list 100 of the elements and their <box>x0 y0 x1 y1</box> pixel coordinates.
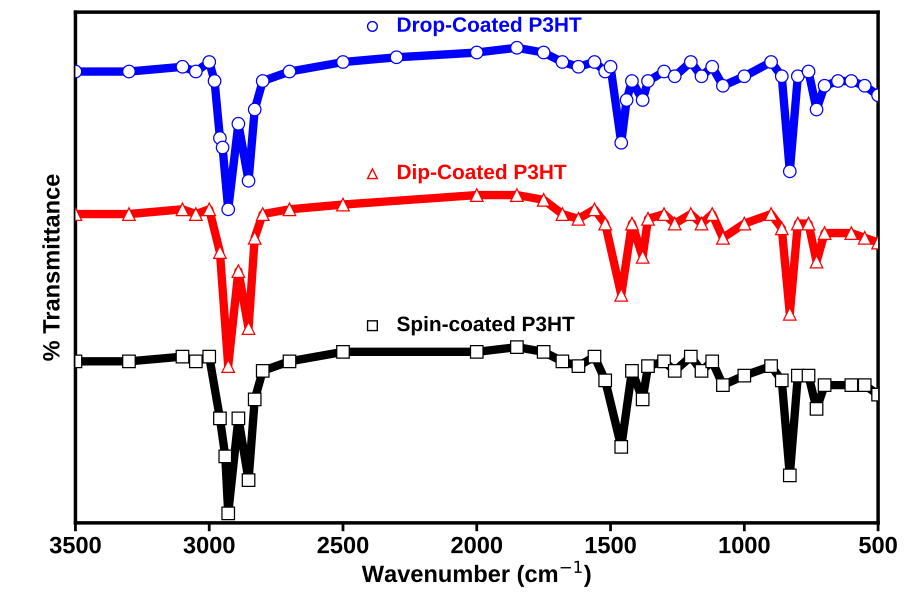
point <box>282 354 296 368</box>
point <box>556 354 570 368</box>
point <box>737 216 752 230</box>
point <box>536 192 551 207</box>
point <box>232 264 246 278</box>
point <box>764 359 778 373</box>
point <box>176 350 190 364</box>
point <box>802 368 816 382</box>
point <box>818 78 832 93</box>
point <box>510 40 524 55</box>
point <box>694 216 708 230</box>
point <box>668 364 682 378</box>
legend-label: Dip-Coated P3HT <box>398 164 566 184</box>
x-tick-label: 1500 <box>586 536 636 554</box>
point <box>536 46 551 60</box>
point <box>202 350 216 364</box>
x-tick-label: 3000 <box>184 536 235 554</box>
point <box>764 55 778 69</box>
point <box>218 449 232 464</box>
point <box>122 207 136 221</box>
x-axis-title: Wavenumber (cm$^{−1}$) <box>362 560 591 587</box>
point <box>242 174 256 188</box>
point <box>202 202 216 216</box>
point <box>657 354 671 368</box>
point <box>572 212 586 226</box>
point <box>470 46 484 60</box>
point <box>588 350 602 364</box>
point <box>684 207 698 221</box>
point <box>188 64 203 78</box>
point <box>556 207 570 221</box>
point <box>810 402 824 416</box>
point <box>716 78 730 93</box>
point <box>657 64 671 78</box>
point <box>641 212 655 226</box>
point <box>216 140 230 154</box>
point <box>256 74 270 88</box>
x-tick-label: 500 <box>859 536 897 554</box>
legend-label: Drop-Coated P3HT <box>398 16 582 36</box>
point <box>625 216 639 230</box>
point <box>668 216 682 230</box>
point <box>764 207 778 221</box>
x-tick-label: 2000 <box>451 536 502 554</box>
point <box>188 207 203 221</box>
point <box>221 202 236 216</box>
point <box>510 340 524 354</box>
point <box>774 221 789 236</box>
point <box>336 55 350 69</box>
point <box>232 116 246 131</box>
point <box>774 69 789 84</box>
point <box>636 392 650 406</box>
point <box>572 60 586 74</box>
point <box>831 74 845 88</box>
point <box>282 64 296 78</box>
point <box>625 364 639 378</box>
point <box>858 378 872 392</box>
point <box>716 378 730 392</box>
point <box>202 55 216 69</box>
point <box>844 74 858 88</box>
point <box>790 69 805 84</box>
point <box>588 55 602 69</box>
point <box>470 188 484 202</box>
point <box>858 230 872 245</box>
point <box>282 202 296 216</box>
point <box>705 207 720 221</box>
point <box>782 468 797 482</box>
point <box>641 74 655 88</box>
point <box>248 392 262 406</box>
point <box>810 254 824 268</box>
point <box>510 188 524 202</box>
point <box>122 64 136 78</box>
point <box>176 202 190 216</box>
point <box>390 50 404 64</box>
point <box>620 93 634 107</box>
point <box>176 60 190 74</box>
point <box>256 364 270 378</box>
point <box>858 78 872 93</box>
point <box>614 440 628 454</box>
point <box>844 378 858 392</box>
point <box>188 354 203 368</box>
point <box>588 202 602 216</box>
point <box>248 102 262 116</box>
point <box>790 216 805 230</box>
legend-label: Spin-coated P3HT <box>397 316 575 336</box>
point <box>782 164 797 178</box>
point <box>614 136 628 150</box>
x-tick-label: 3500 <box>50 536 101 554</box>
point <box>636 93 650 107</box>
point <box>221 359 236 373</box>
point <box>213 411 227 426</box>
x-tick-label: 1000 <box>720 536 770 554</box>
point <box>536 344 551 359</box>
point <box>213 245 227 259</box>
point <box>470 344 484 359</box>
point <box>705 354 720 368</box>
point <box>336 344 350 359</box>
point <box>641 359 655 373</box>
point <box>668 69 682 84</box>
point <box>818 378 832 392</box>
point <box>256 207 270 221</box>
x-tick-label: 2500 <box>318 536 368 554</box>
